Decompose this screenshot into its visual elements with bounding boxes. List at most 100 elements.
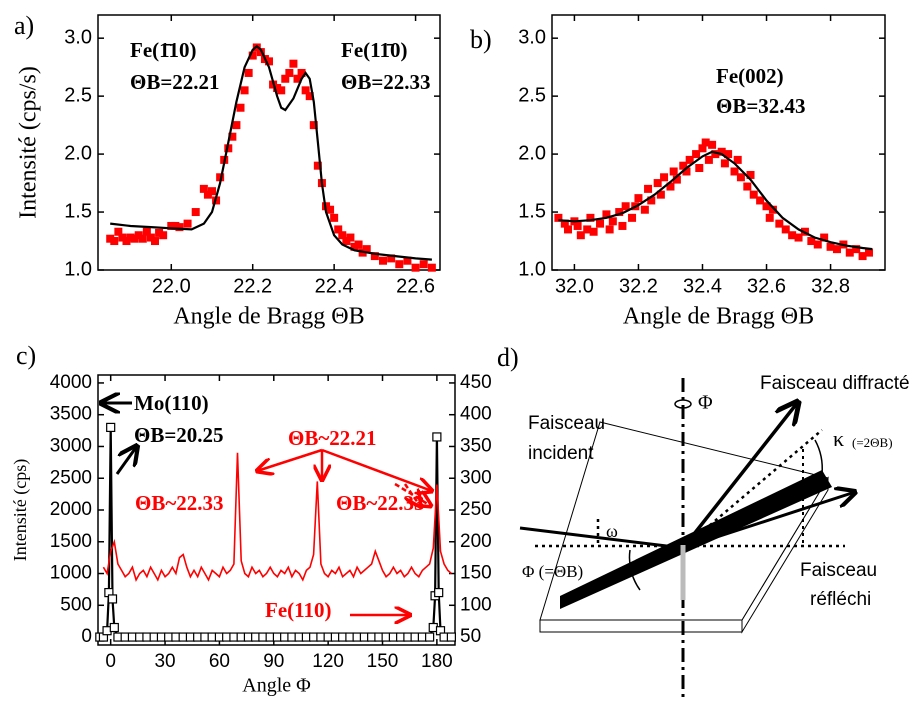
data-point bbox=[224, 144, 233, 153]
data-point bbox=[301, 86, 310, 95]
data-point bbox=[602, 210, 611, 219]
annotation: ΘB=22.21 bbox=[130, 70, 220, 94]
dotted-beam bbox=[682, 429, 823, 549]
data-point bbox=[191, 208, 200, 217]
data-point bbox=[573, 221, 582, 230]
data-point bbox=[586, 213, 595, 222]
plot-frame bbox=[97, 14, 441, 271]
x-tick-label: 22.4 bbox=[315, 275, 354, 297]
data-point bbox=[427, 263, 436, 272]
annotation: Fe(1̄10) bbox=[130, 38, 196, 62]
data-point bbox=[434, 587, 444, 598]
data-point bbox=[403, 256, 412, 265]
series-line bbox=[102, 452, 452, 582]
x-tick-label: 32.4 bbox=[683, 275, 722, 297]
y2-tick-label: 100 bbox=[460, 594, 492, 615]
data-point bbox=[736, 173, 745, 182]
data-point bbox=[644, 184, 653, 193]
data-point bbox=[698, 144, 707, 153]
data-point bbox=[122, 237, 131, 246]
data-point bbox=[679, 161, 688, 170]
data-point bbox=[634, 194, 643, 203]
data-point bbox=[653, 179, 662, 188]
annotation: ΘB=32.43 bbox=[716, 94, 806, 118]
kappa-arc bbox=[814, 439, 823, 475]
x-tick-label: 30 bbox=[154, 651, 175, 672]
data-point bbox=[647, 196, 656, 205]
data-point bbox=[621, 202, 630, 211]
y2-tick-label: 150 bbox=[460, 563, 492, 584]
data-point bbox=[701, 138, 710, 147]
x-tick-label: 32.8 bbox=[811, 275, 850, 297]
panel-label: a) bbox=[14, 11, 34, 40]
data-point bbox=[338, 231, 347, 240]
data-point bbox=[685, 155, 694, 164]
x-tick-label: 90 bbox=[263, 651, 284, 672]
data-point bbox=[411, 263, 420, 272]
arrow bbox=[321, 448, 432, 491]
data-point bbox=[807, 237, 816, 246]
data-point bbox=[232, 121, 241, 130]
data-point bbox=[615, 208, 624, 217]
x-axis-label: Angle de Bragg ΘB bbox=[173, 304, 364, 330]
data-point bbox=[216, 173, 225, 182]
data-point bbox=[845, 248, 854, 257]
data-point bbox=[672, 175, 681, 184]
data-point bbox=[248, 51, 257, 60]
data-point bbox=[240, 86, 249, 95]
y-tick-label: 2.5 bbox=[518, 84, 546, 106]
data-point bbox=[605, 225, 614, 234]
x-tick-label: 150 bbox=[367, 651, 399, 672]
angle-label: ω bbox=[606, 521, 618, 541]
data-point bbox=[628, 213, 637, 222]
y-tick-label: 2.0 bbox=[64, 142, 92, 164]
plot-frame bbox=[551, 14, 886, 271]
x-tick-label: 180 bbox=[421, 651, 453, 672]
rotation-symbol bbox=[674, 399, 692, 409]
data-point bbox=[370, 252, 379, 261]
data-point bbox=[564, 225, 573, 234]
data-point bbox=[730, 167, 739, 176]
data-point bbox=[733, 155, 742, 164]
data-point bbox=[350, 242, 359, 251]
annotation: ΘB~22.33 bbox=[135, 491, 224, 515]
data-point bbox=[199, 184, 208, 193]
y-tick-label: 1.5 bbox=[518, 200, 546, 222]
data-point bbox=[109, 622, 119, 633]
annotation: ΘB~22.21 bbox=[288, 426, 377, 450]
data-point bbox=[446, 632, 456, 642]
axis-label: Φ bbox=[698, 392, 713, 414]
y-tick-label: 2500 bbox=[50, 467, 92, 488]
data-point bbox=[656, 190, 665, 199]
reflected-beam bbox=[682, 492, 855, 550]
chart: 32.0 32.2 32.4 32.6 32.8 1.0 1.5 2.0 2.5 3.0 b) Ang… bbox=[470, 14, 886, 330]
data-point bbox=[794, 233, 803, 242]
x-tick-label: 32.2 bbox=[619, 275, 658, 297]
incident-beam bbox=[519, 526, 684, 550]
data-point bbox=[297, 68, 306, 77]
y2-tick-label: 200 bbox=[460, 531, 492, 552]
arrow bbox=[394, 482, 431, 506]
y2-tick-label: 350 bbox=[460, 435, 492, 456]
data-point bbox=[114, 227, 123, 236]
data-point bbox=[669, 167, 678, 176]
beam-label: Faisceau diffracté bbox=[760, 373, 910, 394]
data-point bbox=[749, 190, 758, 199]
y-tick-label: 3.0 bbox=[518, 26, 546, 48]
data-point bbox=[692, 150, 701, 159]
arrow bbox=[257, 448, 323, 471]
annotation: Fe(110) bbox=[265, 598, 331, 622]
data-point bbox=[618, 221, 627, 230]
data-point bbox=[852, 245, 861, 254]
data-point bbox=[110, 237, 119, 246]
y-tick-label: 1500 bbox=[50, 531, 92, 552]
data-point bbox=[208, 187, 216, 196]
data-point bbox=[708, 140, 717, 149]
data-point bbox=[596, 219, 605, 228]
plate-edge bbox=[539, 619, 743, 633]
y2-tick-label: 250 bbox=[460, 499, 492, 520]
data-point bbox=[142, 227, 151, 236]
data-point bbox=[106, 422, 116, 433]
x-axis-label: Angle Φ bbox=[242, 675, 311, 697]
